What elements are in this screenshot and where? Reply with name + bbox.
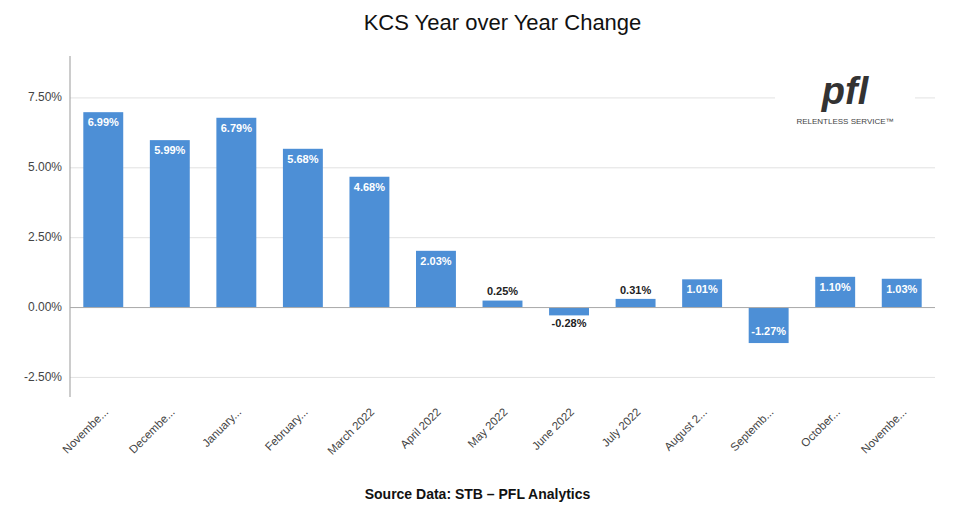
y-tick-label: 2.50%	[28, 230, 62, 244]
bar	[83, 112, 123, 307]
bar	[216, 118, 256, 308]
x-tick-label: Novembe...	[60, 406, 110, 456]
grid-line	[70, 237, 935, 238]
data-label: -1.27%	[751, 325, 786, 337]
x-tick-label: June 2022	[530, 406, 576, 452]
bar	[349, 177, 389, 308]
data-label: 0.25%	[487, 285, 518, 297]
title: KCS Year over Year Change	[364, 10, 642, 35]
x-tick-label: August 2...	[662, 406, 709, 453]
bar	[483, 301, 523, 308]
bar	[283, 149, 323, 308]
logo-text: pfl	[821, 70, 870, 112]
data-label: 1.03%	[886, 283, 917, 295]
x-tick-label: July 2022	[599, 406, 642, 449]
bars	[83, 112, 921, 343]
y-tick-label: 7.50%	[28, 90, 62, 104]
grid	[70, 98, 935, 378]
grid-line	[70, 377, 935, 378]
data-label: 2.03%	[420, 255, 451, 267]
bar	[815, 277, 855, 308]
data-label: 0.31%	[620, 284, 651, 296]
y-tick-label: 5.00%	[28, 160, 62, 174]
bar	[416, 251, 456, 308]
data-label: 1.10%	[820, 281, 851, 293]
bar	[882, 279, 922, 308]
grid-line	[70, 167, 935, 168]
y-tick-label: 0.00%	[28, 300, 62, 314]
data-label: 4.68%	[354, 181, 385, 193]
y-tick-label: -2.50%	[24, 370, 62, 384]
source-text: Source Data: STB – PFL Analytics	[365, 486, 591, 502]
data-label: 1.01%	[687, 283, 718, 295]
bar	[549, 308, 589, 316]
zero-line	[70, 307, 935, 308]
data-label: -0.28%	[552, 317, 587, 329]
bar	[616, 299, 656, 308]
x-tick-label: February...	[263, 406, 310, 453]
data-label: 6.79%	[221, 122, 252, 134]
data-label: 5.68%	[287, 153, 318, 165]
data-label: 5.99%	[154, 144, 185, 156]
bar	[150, 140, 190, 307]
x-tick-label: Novembe...	[859, 406, 909, 456]
bar	[682, 279, 722, 307]
grid-line	[70, 307, 935, 308]
x-tick-label: January...	[200, 406, 244, 450]
x-tick-label: October...	[799, 406, 843, 450]
x-tick-label: April 2022	[398, 406, 443, 451]
bar	[749, 308, 789, 343]
y-axis-line	[70, 56, 71, 397]
x-tick-label: Decembe...	[127, 406, 177, 456]
x-tick-label: May 2022	[465, 406, 509, 450]
logo-tagline: RELENTLESS SERVICE™	[796, 117, 893, 126]
x-tick-label: March 2022	[325, 406, 376, 457]
chart: -2.50% 0.00% 2.50% 5.00% 7.50% 6.99% 5.99% 6.79…	[0, 0, 955, 507]
logo-background	[775, 66, 915, 130]
data-label: 6.99%	[88, 116, 119, 128]
x-tick-label: Septemb...	[728, 406, 776, 454]
